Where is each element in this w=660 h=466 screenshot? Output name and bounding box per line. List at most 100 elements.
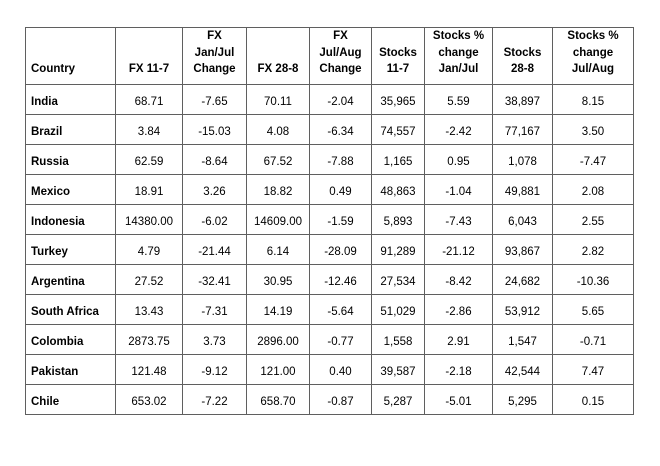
table-row: India 68.71 -7.65 70.11 -2.04 35,965 5.59 38,89… xyxy=(25,84,634,116)
value-cell: -2.42 xyxy=(424,114,493,146)
table-row: Mexico 18.91 3.26 18.82 0.49 48,863 -1.04 49,88… xyxy=(25,174,634,206)
table-header: Country FX 11-7 FX Jan/Jul Change FX 28-8 FX… xyxy=(25,26,634,86)
value-cell: -21.12 xyxy=(424,234,493,266)
value-cell: -6.02 xyxy=(182,204,247,236)
table-row: Colombia 2873.75 3.73 2896.00 -0.77 1,558 2.91… xyxy=(25,324,634,356)
value-cell: 0.49 xyxy=(309,174,372,206)
column-header: FX 11-7 xyxy=(115,26,183,86)
table-body: India 68.71 -7.65 70.11 -2.04 35,965 5.59 38,89… xyxy=(25,84,634,416)
value-cell: 74,557 xyxy=(371,114,425,146)
value-cell: 14.19 xyxy=(246,294,310,326)
value-cell: 18.82 xyxy=(246,174,310,206)
value-cell: -1.04 xyxy=(424,174,493,206)
header-row: Country FX 11-7 FX Jan/Jul Change FX 28-8 FX… xyxy=(25,26,634,86)
value-cell: 3.50 xyxy=(552,114,634,146)
value-cell: 14380.00 xyxy=(115,204,183,236)
value-cell: 5,295 xyxy=(492,384,553,416)
country-cell: Russia xyxy=(25,144,116,176)
value-cell: 3.73 xyxy=(182,324,247,356)
country-cell: Chile xyxy=(25,384,116,416)
value-cell: -7.22 xyxy=(182,384,247,416)
table-row: Turkey 4.79 -21.44 6.14 -28.09 91,289 -21.12 93… xyxy=(25,234,634,266)
value-cell: -7.43 xyxy=(424,204,493,236)
value-cell: -7.47 xyxy=(552,144,634,176)
value-cell: 68.71 xyxy=(115,84,183,116)
column-header: FX Jan/Jul Change xyxy=(182,26,247,86)
table-row: Indonesia 14380.00 -6.02 14609.00 -1.59 5,893… xyxy=(25,204,634,236)
value-cell: -6.34 xyxy=(309,114,372,146)
value-cell: 0.15 xyxy=(552,384,634,416)
value-cell: -0.71 xyxy=(552,324,634,356)
value-cell: -28.09 xyxy=(309,234,372,266)
value-cell: 1,558 xyxy=(371,324,425,356)
value-cell: 2.82 xyxy=(552,234,634,266)
country-cell: Colombia xyxy=(25,324,116,356)
value-cell: 0.40 xyxy=(309,354,372,386)
value-cell: 77,167 xyxy=(492,114,553,146)
value-cell: -0.87 xyxy=(309,384,372,416)
value-cell: 48,863 xyxy=(371,174,425,206)
value-cell: -9.12 xyxy=(182,354,247,386)
value-cell: 5,287 xyxy=(371,384,425,416)
value-cell: 4.08 xyxy=(246,114,310,146)
table-row: Argentina 27.52 -32.41 30.95 -12.46 27,534 -8.… xyxy=(25,264,634,296)
value-cell: 2873.75 xyxy=(115,324,183,356)
column-header: Stocks % change Jul/Aug xyxy=(552,26,634,86)
value-cell: -2.86 xyxy=(424,294,493,326)
value-cell: 5.65 xyxy=(552,294,634,326)
value-cell: -21.44 xyxy=(182,234,247,266)
value-cell: 4.79 xyxy=(115,234,183,266)
value-cell: 49,881 xyxy=(492,174,553,206)
value-cell: -2.18 xyxy=(424,354,493,386)
value-cell: 1,165 xyxy=(371,144,425,176)
value-cell: 3.26 xyxy=(182,174,247,206)
fx-stocks-table: Country FX 11-7 FX Jan/Jul Change FX 28-8 FX… xyxy=(25,26,634,416)
value-cell: 2.91 xyxy=(424,324,493,356)
value-cell: -5.64 xyxy=(309,294,372,326)
column-header: Country xyxy=(25,26,116,86)
value-cell: 5,893 xyxy=(371,204,425,236)
value-cell: 53,912 xyxy=(492,294,553,326)
country-cell: Brazil xyxy=(25,114,116,146)
value-cell: 2.55 xyxy=(552,204,634,236)
value-cell: -10.36 xyxy=(552,264,634,296)
value-cell: 121.00 xyxy=(246,354,310,386)
value-cell: -15.03 xyxy=(182,114,247,146)
value-cell: 62.59 xyxy=(115,144,183,176)
value-cell: 93,867 xyxy=(492,234,553,266)
value-cell: 18.91 xyxy=(115,174,183,206)
value-cell: 51,029 xyxy=(371,294,425,326)
value-cell: 42,544 xyxy=(492,354,553,386)
table-row: South Africa 13.43 -7.31 14.19 -5.64 51,029 -2… xyxy=(25,294,634,326)
value-cell: -8.64 xyxy=(182,144,247,176)
column-header: FX Jul/Aug Change xyxy=(309,26,372,86)
column-header: Stocks 11-7 xyxy=(371,26,425,86)
value-cell: 67.52 xyxy=(246,144,310,176)
column-header: FX 28-8 xyxy=(246,26,310,86)
value-cell: 6.14 xyxy=(246,234,310,266)
value-cell: 39,587 xyxy=(371,354,425,386)
country-cell: South Africa xyxy=(25,294,116,326)
table-row: Pakistan 121.48 -9.12 121.00 0.40 39,587 -2.18… xyxy=(25,354,634,386)
column-header: Stocks % change Jan/Jul xyxy=(424,26,493,86)
table-row: Chile 653.02 -7.22 658.70 -0.87 5,287 -5.01 5,2… xyxy=(25,384,634,416)
value-cell: 653.02 xyxy=(115,384,183,416)
country-cell: Pakistan xyxy=(25,354,116,386)
value-cell: 658.70 xyxy=(246,384,310,416)
value-cell: 1,078 xyxy=(492,144,553,176)
value-cell: -0.77 xyxy=(309,324,372,356)
value-cell: 7.47 xyxy=(552,354,634,386)
value-cell: 13.43 xyxy=(115,294,183,326)
value-cell: 0.95 xyxy=(424,144,493,176)
value-cell: 2.08 xyxy=(552,174,634,206)
value-cell: -8.42 xyxy=(424,264,493,296)
value-cell: -32.41 xyxy=(182,264,247,296)
value-cell: 24,682 xyxy=(492,264,553,296)
value-cell: -7.88 xyxy=(309,144,372,176)
value-cell: 30.95 xyxy=(246,264,310,296)
value-cell: 70.11 xyxy=(246,84,310,116)
table-row: Brazil 3.84 -15.03 4.08 -6.34 74,557 -2.42 77,1… xyxy=(25,114,634,146)
country-cell: Indonesia xyxy=(25,204,116,236)
country-cell: Mexico xyxy=(25,174,116,206)
